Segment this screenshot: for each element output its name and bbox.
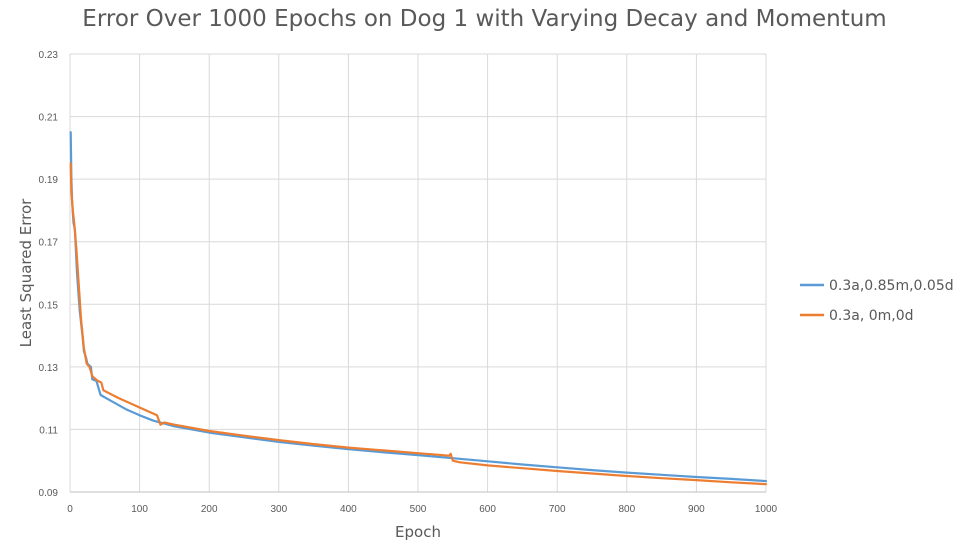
x-tick-label: 1000 (755, 504, 778, 515)
y-axis-ticks: 0.09 0.11 0.13 0.15 0.17 0.19 0.21 0.23 (39, 50, 59, 499)
x-tick-label: 0 (67, 504, 73, 515)
y-tick-label: 0.19 (39, 175, 59, 186)
legend-label-2: 0.3a, 0m,0d (829, 308, 914, 324)
x-tick-label: 600 (479, 504, 496, 515)
x-tick-label: 500 (410, 504, 427, 515)
x-tick-label: 400 (340, 504, 357, 515)
series-lines (69, 131, 768, 486)
y-tick-label: 0.11 (39, 425, 58, 436)
x-tick-label: 900 (688, 504, 705, 515)
legend-label-1: 0.3a,0.85m,0.05d (829, 278, 954, 294)
y-tick-label: 0.21 (39, 113, 59, 124)
y-tick-label: 0.23 (39, 50, 59, 61)
y-axis-title: Least Squared Error (17, 198, 35, 347)
y-tick-label: 0.13 (39, 363, 59, 374)
x-tick-label: 700 (549, 504, 566, 515)
y-tick-label: 0.17 (39, 238, 59, 249)
x-tick-label: 100 (131, 504, 148, 515)
chart-title: Error Over 1000 Epochs on Dog 1 with Var… (82, 6, 887, 32)
x-tick-label: 800 (618, 504, 635, 515)
y-tick-label: 0.15 (39, 300, 59, 311)
y-tick-label: 0.09 (39, 488, 59, 499)
x-axis-ticks: 0 100 200 300 400 500 600 700 800 900 1000 (67, 504, 777, 515)
legend: 0.3a,0.85m,0.05d 0.3a, 0m,0d (800, 278, 954, 324)
series-line-2 (69, 162, 768, 486)
x-axis-title: Epoch (395, 523, 441, 541)
grid-lines (69, 53, 767, 493)
x-tick-label: 200 (201, 504, 218, 515)
x-tick-label: 300 (270, 504, 287, 515)
